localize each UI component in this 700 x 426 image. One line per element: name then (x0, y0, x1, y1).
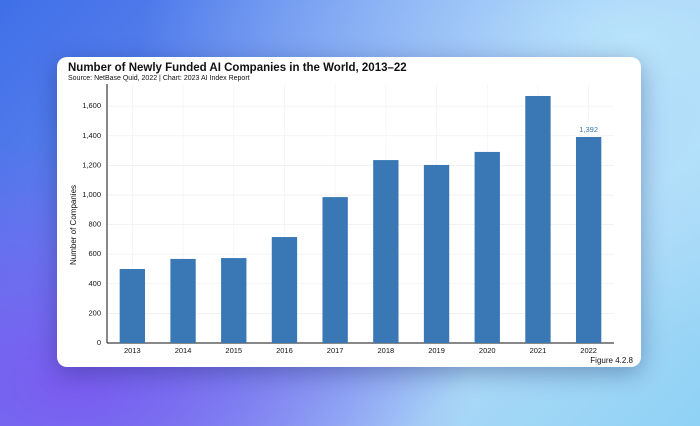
bar (271, 237, 298, 343)
bar (575, 136, 602, 343)
chart-card: Number of Newly Funded AI Companies in t… (57, 57, 641, 367)
x-tick-label: 2017 (327, 346, 344, 355)
y-tick-label: 400 (88, 279, 101, 288)
bar (373, 160, 399, 343)
x-tick-label: 2016 (276, 346, 293, 355)
y-axis-label: Number of Companies (69, 185, 78, 265)
chart-title: Number of Newly Funded AI Companies in t… (68, 62, 407, 74)
y-tick-label: 200 (88, 308, 101, 317)
x-tick-label: 2022 (580, 346, 597, 355)
chart-subtitle: Source: NetBase Quid, 2022 | Chart: 2023… (68, 75, 250, 82)
x-tick-label: 2019 (428, 346, 445, 355)
bar (119, 269, 146, 343)
figure-label: Figure 4.2.8 (590, 356, 633, 365)
y-tick-label: 1,600 (82, 101, 101, 110)
y-tick-label: 600 (88, 249, 101, 258)
y-tick-label: 0 (97, 338, 101, 347)
y-tick-label: 1,200 (82, 160, 101, 169)
chart: Number of Newly Funded AI Companies in t… (68, 62, 634, 365)
x-tick-label: 2014 (175, 346, 192, 355)
x-tick-label: 2015 (225, 346, 242, 355)
y-tick-label: 1,000 (82, 190, 101, 199)
x-tick-label: 2021 (530, 346, 547, 355)
x-tick-label: 2018 (378, 346, 395, 355)
bar (423, 164, 450, 343)
bar (525, 95, 551, 343)
x-tick-label: 2020 (479, 346, 496, 355)
y-tick-label: 800 (88, 220, 101, 229)
data-label: 1,392 (579, 125, 598, 134)
bar (474, 151, 500, 343)
bar (170, 258, 196, 343)
y-tick-label: 1,400 (82, 131, 101, 140)
bar (322, 197, 348, 343)
x-tick-label: 2013 (124, 346, 141, 355)
bar (221, 258, 247, 343)
